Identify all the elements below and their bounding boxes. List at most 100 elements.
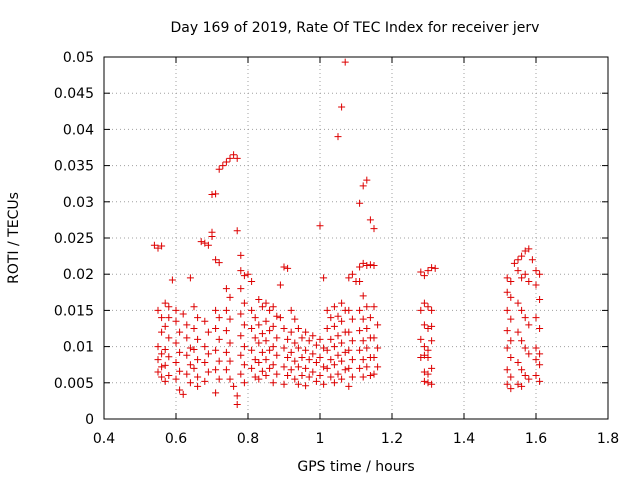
data-point	[237, 251, 245, 259]
data-point	[172, 359, 180, 367]
data-point	[298, 372, 306, 380]
data-point	[222, 327, 230, 335]
data-point	[359, 337, 367, 345]
data-point	[323, 306, 331, 314]
data-point	[183, 351, 191, 359]
data-point	[186, 274, 194, 282]
data-point	[316, 335, 324, 343]
data-point	[356, 306, 364, 314]
data-point	[532, 372, 540, 380]
data-point	[208, 191, 216, 199]
data-point	[222, 366, 230, 374]
data-point	[226, 375, 234, 383]
data-point	[366, 314, 374, 322]
data-point	[536, 361, 544, 369]
data-point	[420, 343, 428, 351]
data-point	[424, 370, 432, 378]
data-point	[201, 343, 209, 351]
data-point	[240, 343, 248, 351]
data-point	[161, 299, 169, 307]
data-point	[190, 325, 198, 332]
data-point	[284, 264, 292, 272]
data-point	[345, 328, 353, 336]
data-point	[503, 327, 511, 335]
data-point	[212, 325, 220, 332]
data-point	[424, 303, 432, 311]
data-point	[212, 256, 220, 264]
data-point	[428, 380, 436, 388]
data-point	[233, 154, 241, 162]
data-point	[255, 339, 263, 347]
data-point	[345, 274, 353, 282]
data-point	[503, 380, 511, 388]
data-point	[258, 367, 266, 375]
data-point	[309, 332, 317, 340]
data-point	[345, 382, 353, 390]
x-tick-label: 1.2	[381, 431, 403, 447]
data-point	[190, 364, 198, 372]
data-point	[183, 321, 191, 329]
data-points	[150, 58, 544, 409]
data-point	[154, 244, 162, 252]
data-point	[518, 252, 526, 260]
data-point	[507, 373, 515, 381]
data-point	[269, 303, 277, 311]
data-point	[266, 346, 274, 354]
x-tick-label: 1.6	[525, 431, 547, 447]
data-point	[204, 328, 212, 336]
data-point	[215, 335, 223, 343]
data-point	[219, 162, 227, 170]
data-point	[222, 348, 230, 356]
data-point	[420, 377, 428, 385]
data-point	[291, 315, 299, 323]
data-point	[222, 158, 230, 166]
data-point	[316, 353, 324, 361]
data-point	[172, 317, 180, 325]
data-point	[186, 361, 194, 369]
data-point	[302, 364, 310, 372]
data-point	[237, 370, 245, 378]
data-point	[172, 306, 180, 314]
data-point	[183, 370, 191, 378]
data-point	[233, 392, 241, 400]
data-point	[294, 325, 302, 332]
data-point	[338, 103, 346, 111]
data-point	[510, 259, 518, 267]
x-tick-label: 1.8	[597, 431, 619, 447]
data-point	[186, 379, 194, 387]
data-point	[302, 346, 310, 354]
data-point	[165, 303, 173, 311]
data-point	[154, 356, 162, 364]
data-point	[356, 277, 364, 285]
data-point	[363, 363, 371, 371]
data-point	[345, 306, 353, 314]
data-point	[201, 359, 209, 367]
data-point	[287, 348, 295, 356]
data-point	[417, 306, 425, 314]
data-point	[302, 382, 310, 390]
data-point	[338, 317, 346, 325]
data-point	[514, 359, 522, 367]
data-point	[370, 262, 378, 270]
data-point	[237, 310, 245, 318]
data-point	[320, 363, 328, 371]
data-point	[327, 314, 335, 322]
data-point	[356, 199, 364, 207]
data-point	[291, 375, 299, 383]
data-point	[287, 366, 295, 374]
data-point	[280, 344, 288, 352]
data-point	[507, 277, 515, 285]
data-point	[222, 306, 230, 314]
data-point	[165, 353, 173, 361]
data-point	[424, 379, 432, 387]
data-point	[532, 344, 540, 352]
data-point	[359, 315, 367, 323]
data-point	[424, 353, 432, 361]
data-point	[168, 276, 176, 284]
data-point	[363, 262, 371, 270]
data-point	[521, 372, 529, 380]
data-point	[518, 366, 526, 374]
data-point	[525, 277, 533, 285]
data-point	[251, 356, 259, 364]
